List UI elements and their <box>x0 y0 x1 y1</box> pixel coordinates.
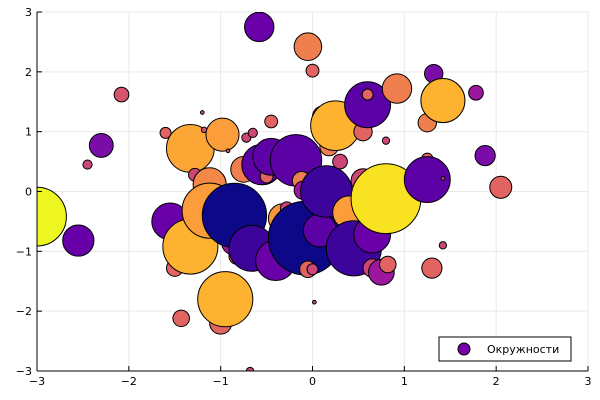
data-circle <box>332 153 348 170</box>
data-circle <box>379 255 397 274</box>
data-circle <box>82 159 93 170</box>
data-circle <box>88 132 114 158</box>
x-tick-label: 1 <box>401 375 408 388</box>
legend-label: Окружности <box>487 343 559 356</box>
data-circle <box>264 114 279 129</box>
data-circle <box>197 271 254 328</box>
circles <box>37 12 513 371</box>
y-tick-label: −2 <box>16 305 32 318</box>
data-circle <box>438 241 448 250</box>
y-tick-label: −1 <box>16 245 32 258</box>
data-circle <box>440 176 446 181</box>
x-tick-label: 0 <box>309 375 316 388</box>
data-circle <box>474 144 496 167</box>
data-circle <box>293 32 323 61</box>
data-circle <box>381 73 413 104</box>
y-tick-label: 2 <box>25 66 32 79</box>
legend: Окружности <box>438 336 572 362</box>
data-circle <box>199 110 205 115</box>
data-circle <box>172 309 190 328</box>
data-circle <box>244 12 275 43</box>
data-circle <box>225 148 231 154</box>
y-tick-label: 1 <box>25 126 32 139</box>
data-circle <box>468 84 484 101</box>
data-circle <box>205 117 240 152</box>
data-circle <box>421 257 443 279</box>
legend-marker <box>457 342 471 356</box>
data-circle <box>113 86 130 103</box>
x-tick-label: −1 <box>213 375 229 388</box>
y-tick-label: 0 <box>25 186 32 199</box>
data-circle <box>489 175 513 199</box>
data-circle <box>403 156 451 203</box>
x-tick-label: −2 <box>121 375 137 388</box>
x-tick-label: −3 <box>29 375 45 388</box>
data-circle <box>247 127 258 138</box>
data-circle <box>361 88 374 101</box>
data-circle <box>420 78 466 124</box>
data-circle <box>37 186 67 247</box>
data-circle <box>159 126 172 139</box>
data-circle <box>306 263 319 276</box>
tick-labels: −3 −2 −1 0 1 2 3 −3 −2 −1 0 1 2 3 <box>16 6 592 388</box>
data-circle <box>312 299 317 305</box>
data-circle <box>62 224 95 257</box>
x-tick-label: 3 <box>585 375 592 388</box>
data-circle <box>381 136 391 145</box>
data-circle <box>305 63 320 78</box>
y-tick-label: 3 <box>25 6 32 19</box>
y-tick-label: −3 <box>16 365 32 378</box>
x-tick-label: 2 <box>493 375 500 388</box>
data-circle <box>344 81 392 129</box>
axes <box>36 11 589 372</box>
